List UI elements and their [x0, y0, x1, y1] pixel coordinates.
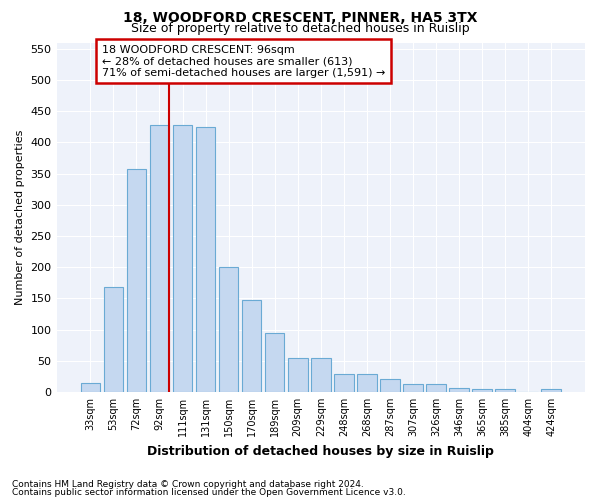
Text: 18 WOODFORD CRESCENT: 96sqm
← 28% of detached houses are smaller (613)
71% of se: 18 WOODFORD CRESCENT: 96sqm ← 28% of det…: [102, 44, 385, 78]
Text: Contains HM Land Registry data © Crown copyright and database right 2024.: Contains HM Land Registry data © Crown c…: [12, 480, 364, 489]
Bar: [173, 125, 193, 392]
Bar: [127, 168, 146, 392]
Bar: [242, 300, 262, 392]
Bar: [104, 287, 123, 392]
Bar: [311, 358, 331, 392]
Bar: [496, 389, 515, 392]
Bar: [334, 374, 353, 392]
Bar: [288, 358, 308, 392]
Bar: [80, 382, 100, 392]
Text: Size of property relative to detached houses in Ruislip: Size of property relative to detached ho…: [131, 22, 469, 35]
Bar: [219, 267, 238, 392]
Bar: [380, 380, 400, 392]
Bar: [357, 374, 377, 392]
Bar: [196, 128, 215, 392]
Text: 18, WOODFORD CRESCENT, PINNER, HA5 3TX: 18, WOODFORD CRESCENT, PINNER, HA5 3TX: [123, 11, 477, 25]
X-axis label: Distribution of detached houses by size in Ruislip: Distribution of detached houses by size …: [148, 444, 494, 458]
Text: Contains public sector information licensed under the Open Government Licence v3: Contains public sector information licen…: [12, 488, 406, 497]
Bar: [449, 388, 469, 392]
Bar: [149, 125, 169, 392]
Bar: [541, 389, 561, 392]
Bar: [472, 389, 492, 392]
Bar: [403, 384, 423, 392]
Bar: [426, 384, 446, 392]
Bar: [265, 332, 284, 392]
Y-axis label: Number of detached properties: Number of detached properties: [15, 130, 25, 305]
